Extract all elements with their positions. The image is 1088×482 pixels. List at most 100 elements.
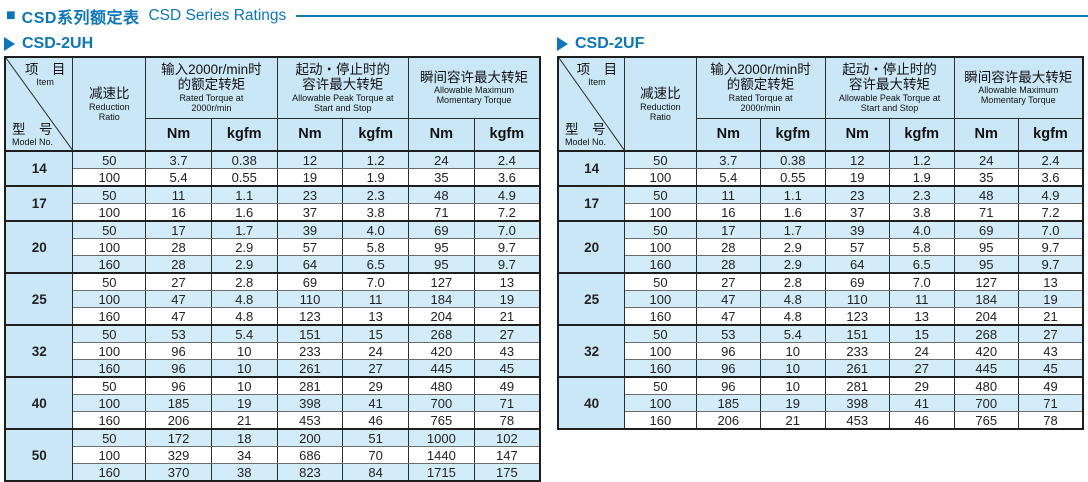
reduction-zh: 减速比 [89, 85, 130, 101]
reduction-ratio-cell: 160 [72, 307, 147, 326]
group2-zh2: 容许最大转矩 [849, 77, 931, 93]
ratings-row: 100 16 1.6 37 3.8 71 7.2 [558, 203, 1084, 222]
reduction-ratio-cell: 160 [624, 359, 697, 378]
table-title-csd-2uh: CSD-2UH [4, 32, 541, 56]
reduction-ratio-cell: 100 [624, 168, 697, 187]
torque-value-cell: 10 [760, 342, 826, 360]
ratings-row: 160 96 10 261 27 445 45 [5, 359, 541, 378]
torque-value-cell: 41 [889, 394, 955, 412]
torque-value-cell: 12 [276, 150, 344, 169]
reduction-ratio-cell: 50 [72, 185, 147, 204]
torque-value-cell: 78 [1017, 411, 1084, 430]
torque-value-cell: 204 [953, 307, 1019, 326]
torque-value-cell: 47 [695, 290, 762, 308]
torque-value-cell: 96 [695, 376, 762, 395]
torque-value-cell: 204 [408, 307, 475, 326]
torque-value-cell: 233 [824, 342, 891, 360]
torque-value-cell: 1000 [408, 428, 475, 447]
reduction-ratio-cell: 50 [624, 376, 697, 395]
reduction-ratio-cell: 50 [624, 324, 697, 343]
torque-value-cell: 1440 [408, 446, 475, 464]
torque-value-cell: 64 [824, 255, 891, 274]
item-label-en: Item [36, 77, 54, 88]
group1-zh1: 输入2000r/min时 [161, 62, 262, 78]
torque-value-cell: 420 [408, 342, 475, 360]
ratings-row: 32 50 53 5.4 151 15 268 27 [557, 324, 1084, 378]
page-title-zh: CSD系列额定表 [21, 10, 140, 27]
ratings-row: 100 5.4 0.55 19 1.9 35 3.6 [558, 168, 1084, 187]
group1-en2: 2000r/min [191, 102, 232, 113]
torque-value-cell: 69 [408, 220, 475, 239]
ratings-row: 25 50 27 2.8 69 7.0 127 13 [557, 272, 1084, 326]
item-label-en: Item [588, 77, 606, 88]
model-no-cell: 14 [4, 150, 74, 187]
model-label-zh: 型 号 [12, 121, 53, 137]
torque-value-cell: 127 [953, 272, 1019, 291]
torque-value-cell: 96 [145, 376, 212, 395]
reduction-ratio-cell: 100 [72, 342, 147, 360]
torque-value-cell: 398 [824, 394, 891, 412]
momentary-torque-header: 瞬间容许最大转矩 Allowable Maximum Momentary Tor… [408, 56, 541, 119]
torque-value-cell: 28 [145, 238, 212, 256]
reduction-ratio-cell: 100 [72, 238, 147, 256]
reduction-ratio-cell: 160 [72, 463, 147, 482]
torque-value-cell: 2.3 [889, 185, 955, 204]
unit-kgfm: kgfm [1017, 117, 1084, 152]
torque-value-cell: 4.9 [473, 185, 541, 204]
torque-value-cell: 57 [276, 238, 344, 256]
reduction-ratio-cell: 100 [72, 168, 147, 187]
unit-kgfm: kgfm [342, 117, 409, 152]
unit-header-row: Nm kgfm Nm kgfm Nm kgfm [5, 117, 541, 152]
reduction-ratio-cell: 160 [72, 255, 147, 274]
torque-value-cell: 765 [408, 411, 475, 430]
torque-value-cell: 4.8 [210, 290, 278, 308]
momentary-torque-header: 瞬间容许最大转矩 Allowable Maximum Momentary Tor… [953, 56, 1084, 119]
torque-value-cell: 13 [889, 307, 955, 326]
torque-value-cell: 102 [473, 428, 541, 447]
model-label-en: Model No. [12, 136, 54, 147]
reduction-ratio-cell: 100 [72, 290, 147, 308]
ratings-row: 160 28 2.9 64 6.5 95 9.7 [5, 255, 541, 274]
model-no-cell: 40 [557, 376, 626, 430]
torque-value-cell: 184 [408, 290, 475, 308]
group3-en2: Momentary Torque [980, 95, 1056, 106]
torque-value-cell: 18 [210, 428, 278, 447]
torque-value-cell: 5.4 [145, 168, 212, 187]
ratings-row: 160 47 4.8 123 13 204 21 [558, 307, 1084, 326]
item-label-zh: 项 目 [24, 62, 66, 77]
torque-value-cell: 24 [889, 342, 955, 360]
ratings-row: 100 96 10 233 24 420 43 [558, 342, 1084, 360]
torque-value-cell: 95 [408, 255, 475, 274]
ratings-row: 50 50 172 18 200 51 1000 102 [4, 428, 541, 482]
group2-en2: Start and Stop [314, 102, 372, 113]
torque-value-cell: 27 [695, 272, 762, 291]
torque-value-cell: 24 [408, 150, 475, 169]
torque-value-cell: 96 [695, 342, 762, 360]
torque-value-cell: 95 [953, 255, 1019, 274]
torque-value-cell: 1.9 [889, 168, 955, 187]
torque-value-cell: 39 [824, 220, 891, 239]
torque-value-cell: 11 [145, 185, 212, 204]
diagonal-line [6, 58, 72, 150]
torque-value-cell: 11 [889, 290, 955, 308]
torque-value-cell: 445 [953, 359, 1019, 378]
reduction-en1: Reduction [89, 101, 130, 112]
torque-value-cell: 53 [695, 324, 762, 343]
torque-value-cell: 2.9 [210, 238, 278, 256]
torque-value-cell: 7.0 [342, 272, 409, 291]
torque-value-cell: 19 [760, 394, 826, 412]
torque-value-cell: 84 [342, 463, 409, 482]
ratings-row: 20 50 17 1.7 39 4.0 69 7.0 [4, 220, 541, 274]
torque-value-cell: 4.0 [889, 220, 955, 239]
torque-value-cell: 3.8 [342, 203, 409, 222]
csd-2uf-ratings-table: 项 目 Item 型 号 Model No. 减速比 Reduction Rat… [557, 56, 1084, 430]
ratings-row: 25 50 27 2.8 69 7.0 127 13 [4, 272, 541, 326]
torque-value-cell: 151 [276, 324, 344, 343]
torque-value-cell: 17 [695, 220, 762, 239]
torque-value-cell: 172 [145, 428, 212, 447]
group2-zh2: 容许最大转矩 [302, 77, 384, 93]
reduction-ratio-cell: 50 [72, 376, 147, 395]
torque-value-cell: 71 [953, 203, 1019, 222]
group1-en2: 2000r/min [740, 102, 781, 113]
model-no-cell: 32 [557, 324, 626, 378]
